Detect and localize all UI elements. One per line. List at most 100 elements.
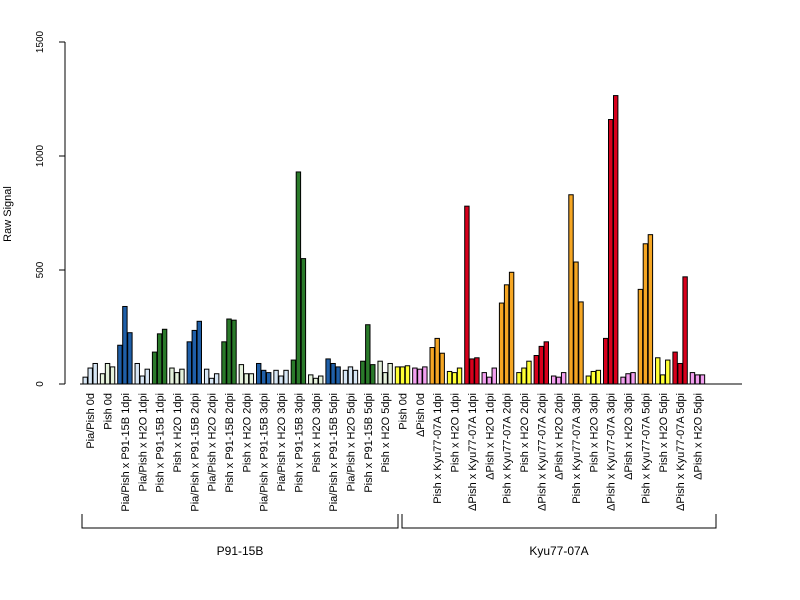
bar [213,373,220,385]
bar [451,372,458,385]
bar [256,362,262,385]
bar [694,374,701,385]
bar [672,351,678,385]
category-label: Pish x P91-15B 3dpi [293,393,305,493]
bar [394,366,401,385]
bar [538,345,544,385]
bar [491,367,497,385]
bar [208,377,215,385]
bar [144,368,150,385]
bar [117,344,123,385]
bar [474,357,480,385]
category-label: Pia/Pish x H2O 2dpi [207,393,219,491]
bar [655,357,661,385]
bar [630,372,636,385]
category-label: Pish x P91-15B 2dpi [224,393,236,493]
category-label: Pish 0d [398,393,410,430]
bar [665,359,671,385]
group-bracket [401,514,717,529]
bar [422,366,428,385]
bar [335,366,341,385]
bar [469,358,475,385]
bar [382,372,388,385]
bar [526,360,532,385]
bar [300,258,307,385]
category-label: Pia/Pish x P91-15B 2dpi [189,393,201,512]
bar [266,372,272,385]
bar [568,194,574,385]
category-labels: Pia/Pish 0d Pish 0d Pia/Pish x P91-15B 1dp… [85,393,704,512]
bar [603,337,609,385]
bar [360,360,366,385]
category-label: Pia/Pish 0d [85,393,97,449]
y-tick-label: 1500 [35,30,46,53]
category-label: ΔPish x H2O 2dpi [554,393,566,480]
bar [498,302,505,385]
bar [226,318,232,385]
bar [456,367,463,385]
category-label: ΔPish x H2O 5dpi [692,393,704,480]
bars [82,95,706,385]
bar [82,376,88,385]
bar [134,362,140,385]
category-label: Pish x Kyu77-07A 2dpi [502,393,514,504]
bar [104,362,111,385]
bar [417,368,423,385]
bar [637,288,644,385]
bar [404,365,411,385]
bar [370,364,376,385]
y-tick-label: 500 [35,261,46,278]
bar [318,375,324,385]
bar [399,366,406,385]
bar [377,360,383,385]
category-label: Pia/Pish x P91-15B 5dpi [328,393,340,512]
bar [585,375,592,385]
bar [238,364,245,385]
category-label: Pish x H2O 1dpi [450,393,462,472]
bar [191,329,198,385]
group-brackets: P91-15B Kyu77-07A [81,514,717,558]
bar [313,377,319,385]
category-label: ΔPish x Kyu77-07A 3dpi [606,393,618,511]
bar [330,362,336,385]
bar [151,351,158,385]
bar [555,376,562,385]
bar [508,271,515,385]
bar [325,358,331,385]
category-label: ΔPish x H2O 3dpi [623,393,635,480]
bar [625,373,631,385]
bar [608,119,614,385]
bar [352,369,359,385]
group-bracket [81,514,399,529]
category-label: Pish x H2O 3dpi [311,393,323,472]
bar [92,362,98,385]
bar [503,284,510,385]
bar [533,355,539,385]
bar [521,367,527,385]
category-label: Pish x Kyu77-07A 3dpi [571,393,583,504]
category-label: Pish x H2O 5dpi [380,393,392,472]
y-tick-label: 1000 [35,144,46,167]
bar [486,376,492,385]
y-axis-label: Raw Signal [2,186,14,242]
category-label: ΔPish x Kyu77-07A 2dpi [536,393,548,511]
bar [677,362,683,385]
category-label: Pish x H2O 2dpi [241,393,253,472]
bar [578,301,584,385]
group-label: Kyu77-07A [529,544,588,558]
bar [543,341,549,385]
bar [278,375,284,385]
category-label: Pish x H2O 1dpi [172,393,184,472]
bar [308,374,314,385]
bar [342,369,349,385]
bar [127,332,133,385]
bar [221,341,227,385]
bar [560,372,567,385]
bar [590,370,597,385]
bar [429,347,435,385]
bar [99,373,106,385]
bar [122,305,128,385]
bar [283,369,289,385]
